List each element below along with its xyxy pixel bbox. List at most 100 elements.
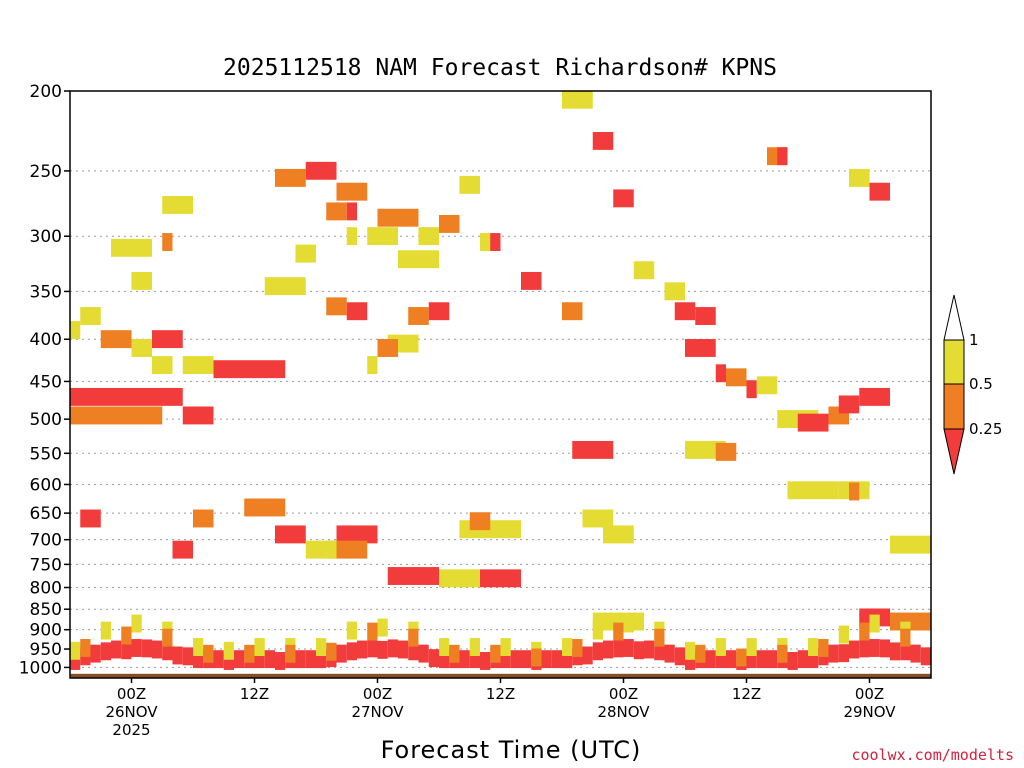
bl-153 — [500, 650, 511, 669]
bl-117 — [264, 650, 275, 669]
x-tick-label-0-2: 2025 — [112, 721, 150, 739]
bl-210 — [869, 639, 880, 657]
cell-63 — [715, 442, 737, 461]
data-cells — [70, 90, 931, 670]
bl-167 — [592, 642, 603, 661]
cell-25 — [336, 182, 368, 201]
y-tick-label-250: 250 — [30, 162, 62, 182]
cell-13 — [70, 406, 163, 425]
bl-90 — [90, 644, 101, 663]
cell-64 — [787, 481, 839, 500]
cell-1 — [162, 195, 193, 214]
bl-123 — [305, 650, 316, 669]
cell-5 — [80, 307, 101, 325]
y-tick-label-700: 700 — [30, 531, 62, 551]
bl-147 — [459, 650, 470, 669]
x-tick-label-5-0: 12Z — [732, 685, 761, 703]
x-tick-label-3-0: 12Z — [486, 685, 515, 703]
x-tick-label-0-0: 00Z — [117, 685, 146, 703]
bl-152 — [490, 644, 501, 663]
cell-68 — [80, 509, 101, 528]
bl-186 — [715, 650, 726, 669]
bl-94 — [121, 641, 132, 660]
bl-197 — [777, 644, 788, 663]
cell-7 — [131, 339, 152, 357]
bl-209 — [859, 622, 870, 641]
cell-24 — [459, 175, 480, 194]
cell-51 — [756, 376, 778, 395]
bl-161 — [551, 650, 562, 669]
bl-137 — [398, 640, 409, 659]
bl-135 — [377, 618, 388, 637]
bl-187 — [715, 638, 726, 656]
y-tick-label-200: 200 — [30, 82, 62, 102]
y-tick-label-900: 900 — [30, 621, 62, 641]
ground-band — [70, 673, 931, 678]
bl-87 — [70, 641, 81, 660]
bl-143 — [439, 650, 450, 669]
y-axis-ticks: 200 250 300 350 400 450 500 550 600 650 700 750 8008… — [19, 82, 70, 678]
credit-text[interactable]: coolwx.com/modelts — [851, 746, 1014, 764]
cell-28 — [398, 250, 439, 269]
bl-96 — [131, 639, 142, 657]
bl-168 — [592, 621, 603, 640]
colorbar-label-1: 1 — [969, 331, 979, 349]
bl-205 — [838, 644, 849, 663]
bl-93 — [111, 640, 122, 659]
cell-74 — [172, 540, 193, 559]
bl-125 — [316, 638, 327, 656]
y-tick-label-800: 800 — [30, 578, 62, 598]
colorbar-segment-high — [943, 339, 965, 385]
cell-17 — [275, 168, 306, 187]
bl-99 — [152, 640, 163, 659]
bl-110 — [223, 652, 234, 670]
bl-203 — [818, 639, 829, 657]
cell-33 — [326, 297, 347, 316]
bl-141 — [418, 644, 429, 663]
cell-35 — [367, 356, 378, 374]
bl-124 — [316, 650, 327, 669]
cell-80 — [582, 509, 614, 528]
bl-179 — [664, 644, 675, 663]
bl-201 — [808, 638, 819, 656]
bl-166 — [582, 646, 593, 665]
bl-200 — [808, 650, 819, 669]
bl-149 — [469, 638, 480, 656]
bl-108 — [203, 644, 214, 663]
bl-216 — [900, 628, 911, 647]
bl-185 — [705, 650, 716, 669]
cell-58 — [849, 168, 870, 187]
colorbar-label-0-25: 0.25 — [969, 420, 1002, 438]
bl-116 — [254, 638, 265, 656]
cell-11 — [152, 356, 173, 374]
bl-127 — [326, 642, 337, 661]
bl-115 — [254, 650, 265, 669]
cell-81 — [603, 525, 634, 544]
bl-134 — [377, 640, 388, 659]
y-tick-label-300: 300 — [30, 227, 62, 247]
cell-69 — [193, 509, 214, 528]
bl-159 — [531, 648, 542, 667]
cell-22 — [418, 227, 439, 246]
bl-181 — [685, 652, 696, 670]
bl-176 — [654, 642, 665, 661]
y-tick-label-550: 550 — [30, 444, 62, 464]
bl-118 — [275, 652, 286, 670]
x-axis-label: Forecast Time (UTC) — [381, 736, 642, 764]
cell-76 — [439, 569, 480, 588]
bl-192 — [746, 638, 757, 656]
bl-172 — [623, 639, 634, 657]
cell-61 — [572, 440, 614, 459]
x-tick-label-6-0: 00Z — [855, 685, 884, 703]
cell-8 — [152, 330, 183, 349]
cell-14 — [182, 406, 214, 425]
cell-82 — [890, 535, 931, 554]
cell-50 — [746, 380, 757, 399]
bl-218 — [920, 647, 931, 666]
cell-37 — [490, 233, 501, 251]
cell-21 — [377, 208, 419, 227]
bl-182 — [685, 641, 696, 660]
cell-12 — [70, 387, 183, 406]
cell-42 — [613, 189, 634, 208]
